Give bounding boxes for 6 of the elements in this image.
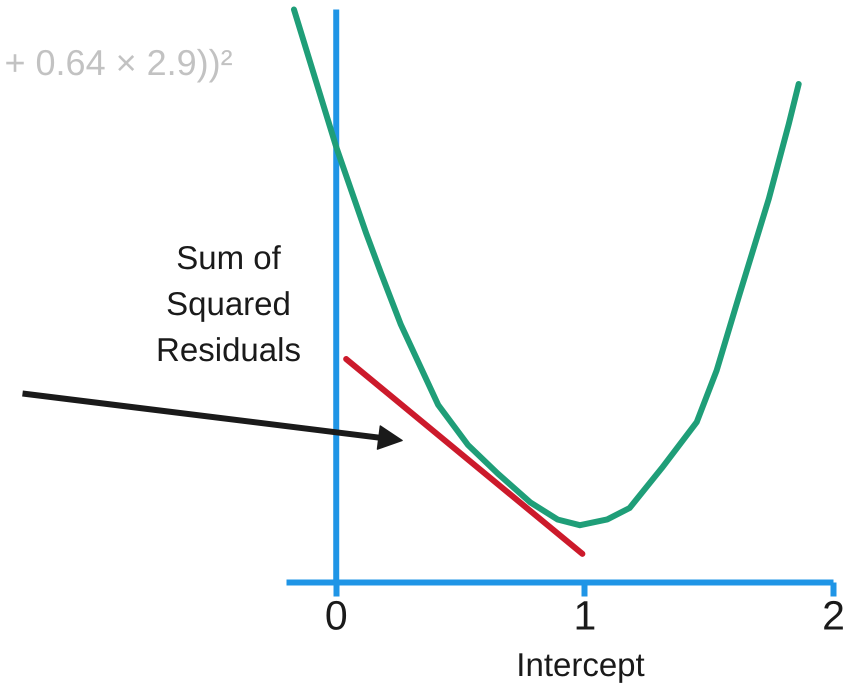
x-tick-label: 2 [822, 592, 845, 638]
text: + 0.64 × 2.9))² [4, 42, 233, 83]
x-tick-label: 1 [573, 592, 596, 638]
y-axis-title: Sum of Squared Residuals [156, 239, 301, 368]
x-tick-label: 0 [324, 592, 348, 638]
x-axis-title: Intercept [516, 646, 645, 683]
